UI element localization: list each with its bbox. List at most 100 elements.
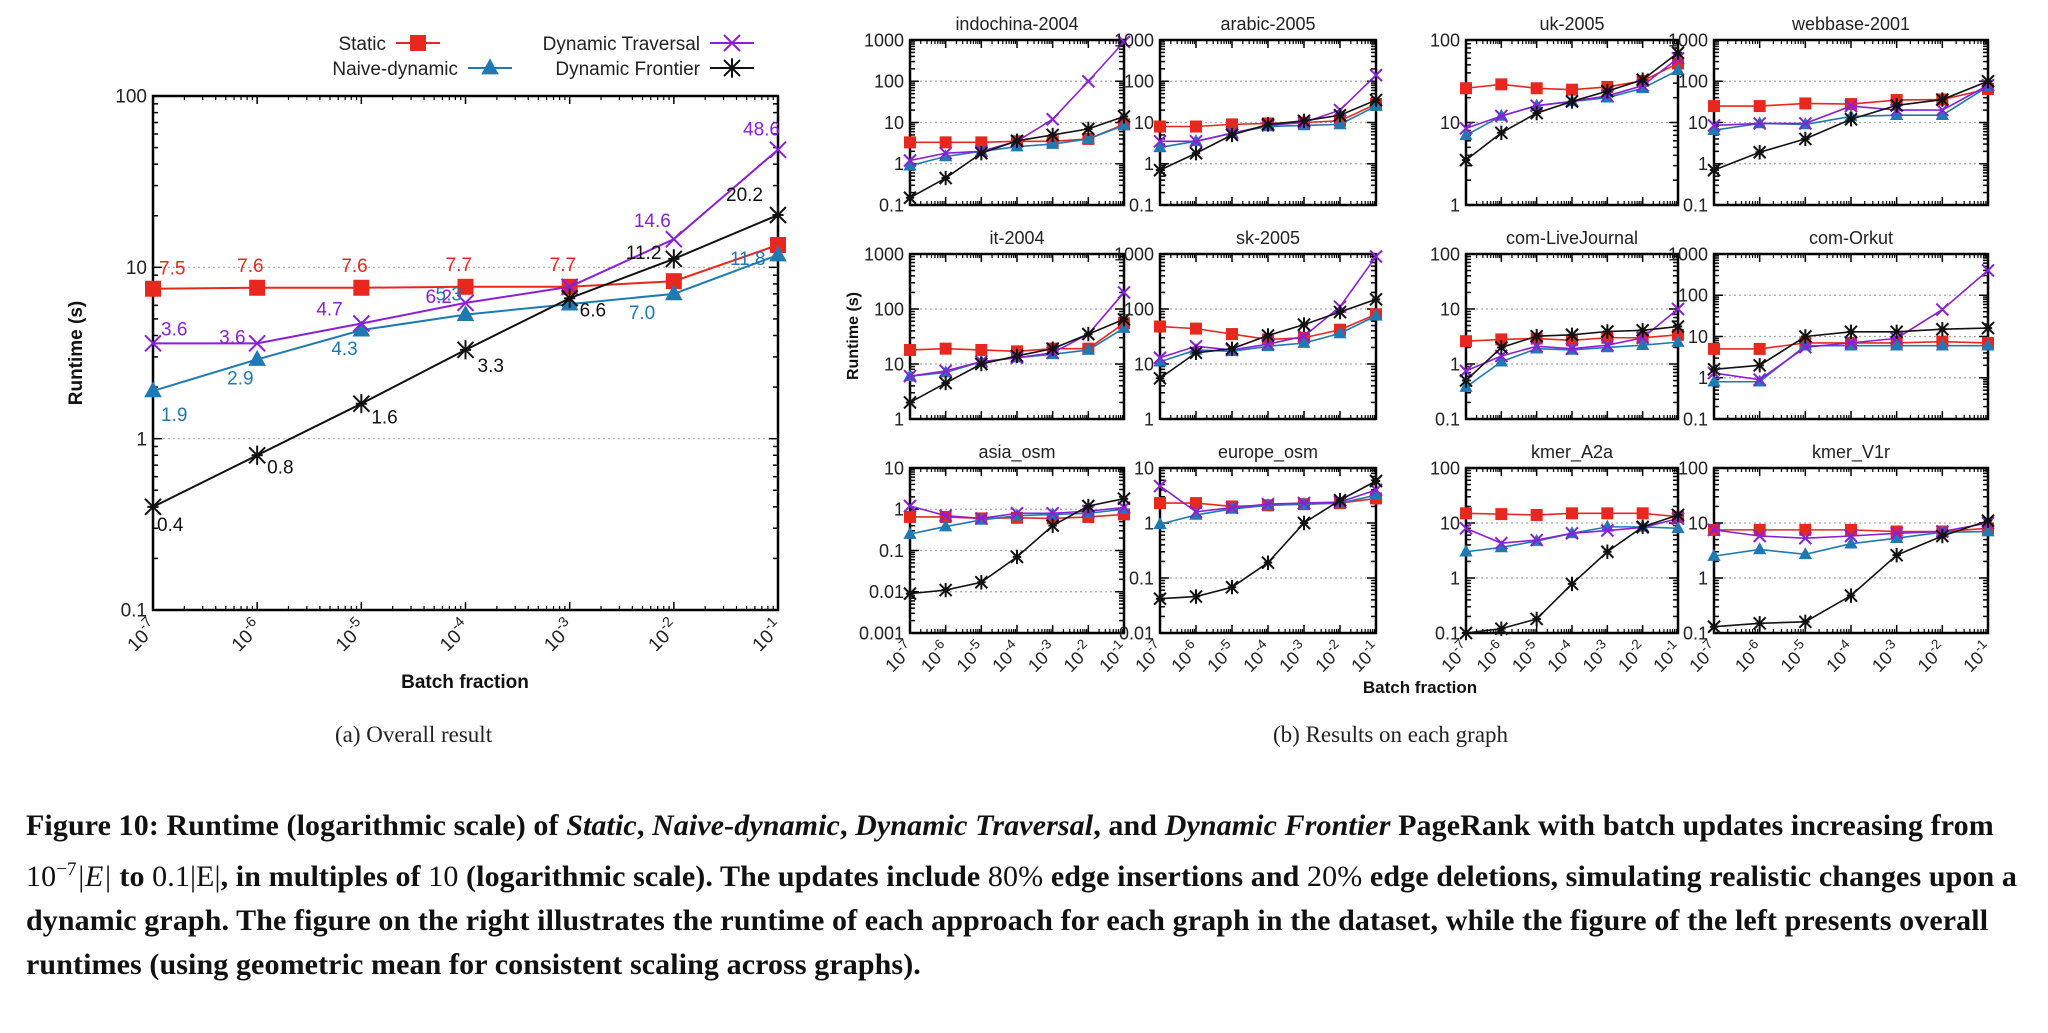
- data-point-traversal: [903, 153, 917, 168]
- y-tick-label: 1: [894, 154, 904, 174]
- caption-math: 80%: [987, 860, 1044, 893]
- x-tick-label: 10-3: [1272, 636, 1312, 676]
- x-tick-label: 10-2: [641, 614, 683, 656]
- y-tick-label: 0.01: [1119, 623, 1154, 643]
- graph-panel: webbase-2001 0.1 1 10 100 1000: [1668, 14, 1995, 215]
- y-tick-label: 1: [894, 409, 904, 429]
- y-tick-label: 1000: [1114, 30, 1154, 50]
- data-point-static: [1226, 118, 1238, 131]
- data-point-traversal: [1369, 68, 1383, 82]
- data-point-static: [904, 343, 916, 356]
- data-point-frontier: [1225, 127, 1239, 143]
- data-point-traversal: [1798, 531, 1813, 545]
- data-point-naive: [665, 284, 683, 301]
- plot-frame: [1158, 466, 1378, 635]
- data-point-frontier: [1045, 127, 1060, 143]
- y-tick-label: 100: [1678, 286, 1708, 306]
- plot-frame: [908, 466, 1126, 635]
- data-point-traversal: [938, 364, 953, 378]
- y-tick-label: 0.1: [1683, 623, 1708, 643]
- data-point-traversal: [1529, 339, 1544, 353]
- data-point-naive: [1333, 117, 1347, 130]
- data-point-frontier: [1189, 589, 1203, 604]
- y-tick-label: 0.1: [121, 601, 147, 622]
- graph-panel: arabic-2005 0.1 1 10 100 1000: [1114, 14, 1383, 215]
- data-point-frontier: [1671, 507, 1685, 523]
- data-point-traversal: [1565, 341, 1579, 356]
- data-point-frontier: [1635, 323, 1650, 338]
- data-point-naive: [1153, 140, 1167, 153]
- data-point-naive: [1046, 136, 1060, 149]
- x-tick-label: 10-3: [1021, 636, 1061, 676]
- data-point-frontier: [1459, 152, 1473, 168]
- data-point-frontier: [1707, 162, 1721, 178]
- data-point-static: [1753, 342, 1766, 355]
- y-tick-label: 0.1: [1435, 623, 1460, 643]
- data-point-frontier: [1889, 547, 1904, 563]
- graph-panel: com-LiveJournal 0.1 1 10 100: [1430, 228, 1685, 429]
- y-tick-label: 0.01: [869, 582, 904, 602]
- data-point-naive: [1600, 519, 1614, 532]
- data-label-naive: 2.9: [227, 368, 253, 389]
- data-point-traversal: [903, 499, 917, 513]
- data-point-static: [1708, 342, 1720, 355]
- y-axis-label: Runtime (s): [845, 292, 862, 380]
- caption-math: 20%: [1307, 860, 1363, 893]
- data-point-frontier: [1844, 588, 1858, 603]
- data-label-naive: 1.9: [161, 405, 187, 426]
- y-tick-label: 10: [1440, 113, 1460, 133]
- data-point-static: [904, 136, 916, 149]
- data-point-frontier: [144, 497, 162, 517]
- x-tick-label: 10-2: [1308, 636, 1348, 676]
- data-point-naive: [1459, 544, 1473, 557]
- data-point-naive: [1494, 540, 1508, 553]
- y-tick-label: 1: [1144, 513, 1154, 533]
- data-point-traversal: [769, 140, 787, 159]
- y-tick-label: 10: [1134, 458, 1154, 478]
- data-label-naive: 11.8: [730, 249, 766, 270]
- data-point-frontier: [1529, 611, 1544, 627]
- data-point-static: [1636, 507, 1649, 520]
- caption-sep: ,: [839, 809, 856, 842]
- y-tick-label: 100: [1430, 30, 1460, 50]
- x-tick-label: 10-2: [1057, 636, 1097, 676]
- y-tick-label: 0.1: [1683, 409, 1708, 429]
- y-tick-label: 10: [1688, 113, 1708, 133]
- data-label-traversal: 3.6: [161, 319, 187, 340]
- data-point-traversal: [1707, 118, 1721, 133]
- x-tick-label: 10-3: [1576, 636, 1616, 676]
- legend-marker-naive: [481, 58, 499, 75]
- data-point-frontier: [1081, 498, 1096, 514]
- x-tick-label: 10-3: [1865, 636, 1905, 676]
- caption-math-sup: −7: [56, 859, 77, 880]
- subcaption-b: (b) Results on each graph: [1273, 722, 1509, 747]
- data-point-frontier: [1117, 109, 1131, 124]
- data-point-naive: [1890, 530, 1904, 543]
- data-point-traversal: [144, 334, 162, 353]
- data-point-frontier: [1297, 317, 1311, 332]
- data-point-frontier: [456, 340, 475, 360]
- data-point-frontier: [1117, 491, 1131, 506]
- y-tick-label: 0.1: [879, 195, 904, 215]
- data-point-traversal: [1600, 338, 1615, 352]
- x-tick-label: 10-4: [985, 636, 1025, 676]
- graph-panel: indochina-2004 0.1 1 10 100 1000: [864, 14, 1131, 215]
- data-point-traversal: [1261, 497, 1275, 511]
- data-point-static: [353, 279, 370, 296]
- y-tick-label: 1000: [1114, 244, 1154, 264]
- data-point-static: [145, 280, 161, 297]
- data-point-naive: [1297, 335, 1311, 348]
- data-point-traversal: [1600, 523, 1615, 538]
- data-point-traversal: [1459, 364, 1473, 378]
- data-point-traversal: [1981, 263, 1995, 278]
- y-tick-label: 1000: [864, 30, 904, 50]
- data-point-frontier: [1010, 549, 1024, 565]
- data-point-traversal: [1494, 536, 1509, 550]
- data-point-traversal: [1798, 340, 1813, 354]
- data-point-frontier: [1369, 92, 1383, 108]
- data-point-static: [1753, 523, 1766, 536]
- panel-title: uk-2005: [1539, 14, 1604, 34]
- legend-marker-frontier: [723, 58, 741, 78]
- data-point-static: [1530, 82, 1543, 95]
- graph-panel: it-2004 1 10 100 1000: [864, 228, 1131, 429]
